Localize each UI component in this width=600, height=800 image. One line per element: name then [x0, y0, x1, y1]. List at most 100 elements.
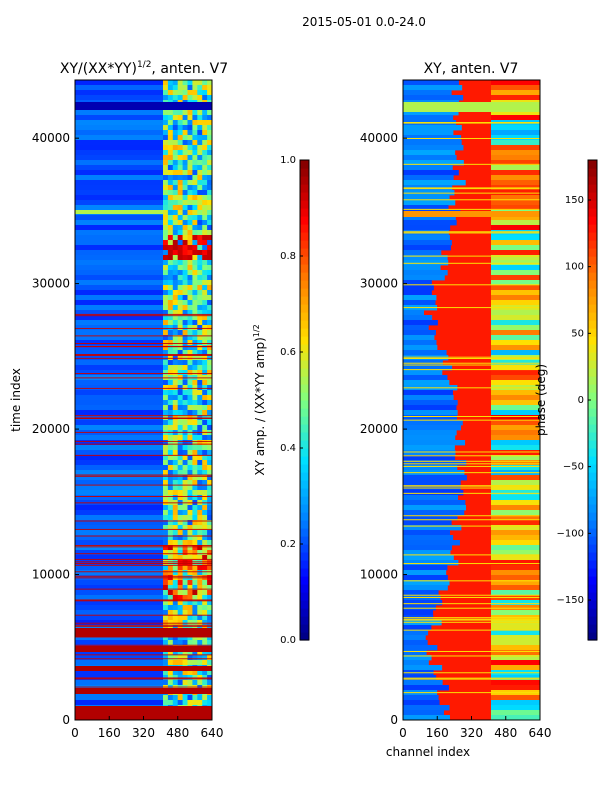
amplitude-cell	[163, 235, 169, 241]
phase-row-left	[403, 125, 462, 131]
amplitude-cell	[207, 595, 213, 601]
amplitude-cell	[197, 680, 203, 686]
amplitude-cell	[182, 85, 188, 91]
amplitude-cell	[187, 590, 193, 596]
amplitude-cell	[172, 265, 179, 271]
amplitude-cell	[182, 155, 188, 161]
amplitude-cell	[182, 290, 188, 296]
phase-row-right	[491, 590, 540, 596]
amplitude-cell	[167, 685, 174, 691]
amplitude-cell	[192, 550, 198, 556]
amplitude-cell	[187, 245, 193, 251]
amplitude-cell	[192, 490, 198, 496]
phase-row-right	[491, 715, 540, 721]
colorbar-segment	[300, 168, 309, 177]
amplitude-cell	[207, 325, 213, 331]
colorbar-segment	[588, 384, 597, 393]
phase-row-left	[403, 415, 457, 421]
phase-row-left	[403, 310, 424, 316]
amplitude-cell	[172, 560, 179, 566]
amplitude-cell	[197, 265, 203, 271]
amplitude-cell	[167, 215, 174, 221]
amplitude-cell	[172, 650, 179, 656]
phase-row-left	[403, 270, 448, 276]
colorbar-segment	[588, 608, 597, 617]
amplitude-cell	[207, 555, 213, 561]
amplitude-cell	[187, 420, 193, 426]
amplitude-cell	[182, 395, 188, 401]
amplitude-cell	[182, 445, 188, 451]
amplitude-cell	[192, 150, 198, 156]
amplitude-cell	[167, 285, 174, 291]
amplitude-cell	[182, 320, 188, 326]
amplitude-cell	[177, 285, 183, 291]
phase-flag-line	[403, 362, 540, 364]
amplitude-cell	[163, 190, 169, 196]
amplitude-cell	[192, 265, 198, 271]
colorbar-segment	[588, 624, 597, 633]
amplitude-cell	[187, 140, 193, 146]
phase-row-right	[491, 695, 540, 701]
amplitude-row-low	[75, 200, 163, 206]
amplitude-cell	[202, 160, 208, 166]
phase-flag-line	[403, 655, 540, 657]
amplitude-cell	[197, 145, 203, 151]
amplitude-cell	[187, 440, 193, 446]
amplitude-cell	[207, 385, 213, 391]
amplitude-row-low	[75, 620, 163, 626]
phase-row-right	[491, 585, 540, 591]
amplitude-cell	[197, 385, 203, 391]
amplitude-cell	[207, 540, 213, 546]
amplitude-cell	[172, 460, 179, 466]
amplitude-cell	[187, 300, 193, 306]
amplitude-cell	[167, 355, 174, 361]
amplitude-cell	[207, 355, 213, 361]
amplitude-cell	[187, 130, 193, 136]
amplitude-cell	[192, 380, 198, 386]
colorbar-segment	[300, 416, 309, 425]
phase-flag-line	[403, 455, 540, 457]
phase-row-right	[491, 345, 540, 351]
phase-row-right	[491, 540, 540, 546]
amplitude-cell	[163, 635, 169, 641]
amplitude-cell	[163, 285, 169, 291]
phase-row-left	[403, 95, 464, 101]
colorbar-segment	[300, 552, 309, 561]
amplitude-cell	[177, 400, 183, 406]
amplitude-cell	[167, 345, 174, 351]
colorbar-segment	[300, 232, 309, 241]
amplitude-row-low	[75, 475, 163, 481]
amplitude-cell	[202, 385, 208, 391]
amplitude-flag-line	[75, 484, 212, 486]
amplitude-cell	[172, 595, 179, 601]
phase-row-left	[403, 705, 450, 711]
amplitude-flag-line	[75, 418, 212, 419]
amplitude-cell	[187, 275, 193, 281]
colorbar-segment	[300, 480, 309, 489]
amplitude-flag-line	[75, 377, 212, 379]
phase-colorbar-gradient	[588, 160, 597, 641]
amplitude-cell	[167, 405, 174, 411]
amplitude-row-low	[75, 160, 163, 166]
amplitude-flag-line	[75, 496, 212, 497]
amplitude-cell	[163, 345, 169, 351]
amplitude-flag-line	[75, 315, 212, 317]
amplitude-cell	[202, 195, 208, 201]
amplitude-cell	[197, 290, 203, 296]
phase-row-right	[491, 640, 540, 646]
amplitude-flag-line	[75, 677, 212, 679]
amplitude-row-low	[75, 605, 163, 611]
amplitude-flag-line	[75, 678, 212, 680]
amplitude-cell	[197, 455, 203, 461]
amplitude-cell	[177, 210, 183, 216]
amplitude-cell	[202, 225, 208, 231]
amplitude-cell	[182, 165, 188, 171]
amplitude-cell	[163, 360, 169, 366]
amplitude-cell	[192, 175, 198, 181]
phase-row-left	[403, 290, 432, 296]
amplitude-row-low	[75, 225, 163, 231]
amplitude-cell	[187, 560, 193, 566]
amplitude-cell	[192, 695, 198, 701]
phase-row-right	[491, 580, 540, 586]
phase-row-left	[403, 695, 439, 701]
